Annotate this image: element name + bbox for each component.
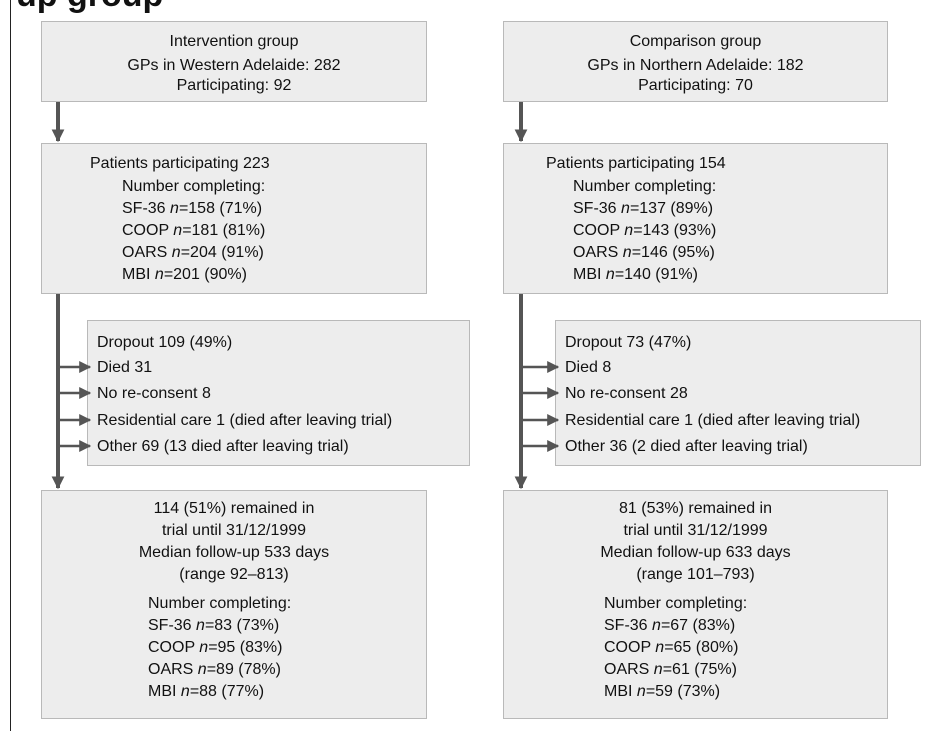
completing-list: Number completing: SF-36 n=83 (73%) COOP…: [148, 593, 291, 703]
completing-row: SF-36 n=67 (83%): [604, 617, 736, 634]
completing-row: OARS n=61 (75%): [604, 661, 737, 678]
intervention-patients-box: Patients participating 223 Number comple…: [41, 143, 427, 294]
comparison-dropout-box: Dropout 73 (47%) Died 8 No re-consent 28…: [555, 320, 921, 466]
completing-row: COOP n=181 (81%): [122, 222, 266, 239]
comparison-patients-box: Patients participating 154 Number comple…: [503, 143, 888, 294]
dropout-item: Other 36 (2 died after leaving trial): [565, 438, 808, 455]
group-participating: Participating: 70: [638, 77, 753, 94]
group-participating: Participating: 92: [176, 77, 292, 94]
completing-row: SF-36 n=83 (73%): [148, 617, 280, 634]
page-title-fragment: up group: [16, 0, 163, 12]
dropout-header: Dropout 73 (47%): [565, 334, 692, 351]
completing-row: SF-36 n=158 (71%): [122, 200, 263, 217]
completing-row: OARS n=89 (78%): [148, 661, 281, 678]
group-gps: GPs in Western Adelaide: 282: [127, 57, 341, 74]
completing-list: Number completing: SF-36 n=67 (83%) COOP…: [604, 593, 747, 703]
completing-row: COOP n=143 (93%): [573, 222, 717, 239]
dropout-item: Residential care 1 (died after leaving t…: [97, 412, 393, 429]
completing-row: OARS n=204 (91%): [122, 244, 264, 261]
remained-summary: 114 (51%) remained in trial until 31/12/…: [42, 498, 426, 586]
remained-line: 81 (53%) remained in: [619, 500, 772, 517]
group-title: Comparison group: [629, 33, 762, 50]
dropout-item: Died 8: [565, 359, 612, 376]
completing-subheader: Number completing:: [148, 595, 292, 612]
comparison-remained-box: 81 (53%) remained in trial until 31/12/1…: [503, 490, 888, 719]
dropout-header: Dropout 109 (49%): [97, 334, 233, 351]
completing-row: MBI n=59 (73%): [604, 683, 721, 700]
remained-summary: 81 (53%) remained in trial until 31/12/1…: [504, 498, 887, 586]
completing-row: OARS n=146 (95%): [573, 244, 715, 261]
completing-list: Number completing: SF-36 n=158 (71%) COO…: [122, 176, 265, 286]
remained-line: trial until 31/12/1999: [161, 522, 307, 539]
completing-subheader: Number completing:: [573, 178, 717, 195]
completing-subheader: Number completing:: [604, 595, 748, 612]
intervention-dropout-box: Dropout 109 (49%) Died 31 No re-consent …: [87, 320, 470, 466]
remained-line: 114 (51%) remained in: [153, 500, 315, 517]
intervention-remained-box: 114 (51%) remained in trial until 31/12/…: [41, 490, 427, 719]
dropout-item: No re-consent 8: [97, 385, 211, 402]
completing-list: Number completing: SF-36 n=137 (89%) COO…: [573, 176, 716, 286]
completing-row: MBI n=201 (90%): [122, 266, 247, 283]
patients-header: Patients participating 223: [90, 155, 270, 172]
dropout-item: No re-consent 28: [565, 385, 688, 402]
remained-line: Median follow-up 533 days: [138, 544, 330, 561]
completing-row: SF-36 n=137 (89%): [573, 200, 714, 217]
dropout-item: Died 31: [97, 359, 153, 376]
completing-subheader: Number completing:: [122, 178, 266, 195]
patients-header: Patients participating 154: [546, 155, 726, 172]
completing-row: MBI n=140 (91%): [573, 266, 698, 283]
group-title: Intervention group: [169, 33, 299, 50]
intervention-group-box: Intervention group GPs in Western Adelai…: [41, 21, 427, 102]
dropout-item: Residential care 1 (died after leaving t…: [565, 412, 861, 429]
left-border-line: [10, 0, 11, 731]
remained-line: trial until 31/12/1999: [623, 522, 768, 539]
title-text: up group: [16, 0, 163, 14]
remained-line: Median follow-up 633 days: [600, 544, 791, 561]
completing-row: COOP n=65 (80%): [604, 639, 739, 656]
group-gps: GPs in Northern Adelaide: 182: [587, 57, 804, 74]
completing-row: COOP n=95 (83%): [148, 639, 283, 656]
dropout-item: Other 69 (13 died after leaving trial): [97, 438, 349, 455]
comparison-group-box: Comparison group GPs in Northern Adelaid…: [503, 21, 888, 102]
remained-line: (range 92–813): [179, 566, 289, 583]
completing-row: MBI n=88 (77%): [148, 683, 265, 700]
remained-line: (range 101–793): [636, 566, 755, 583]
